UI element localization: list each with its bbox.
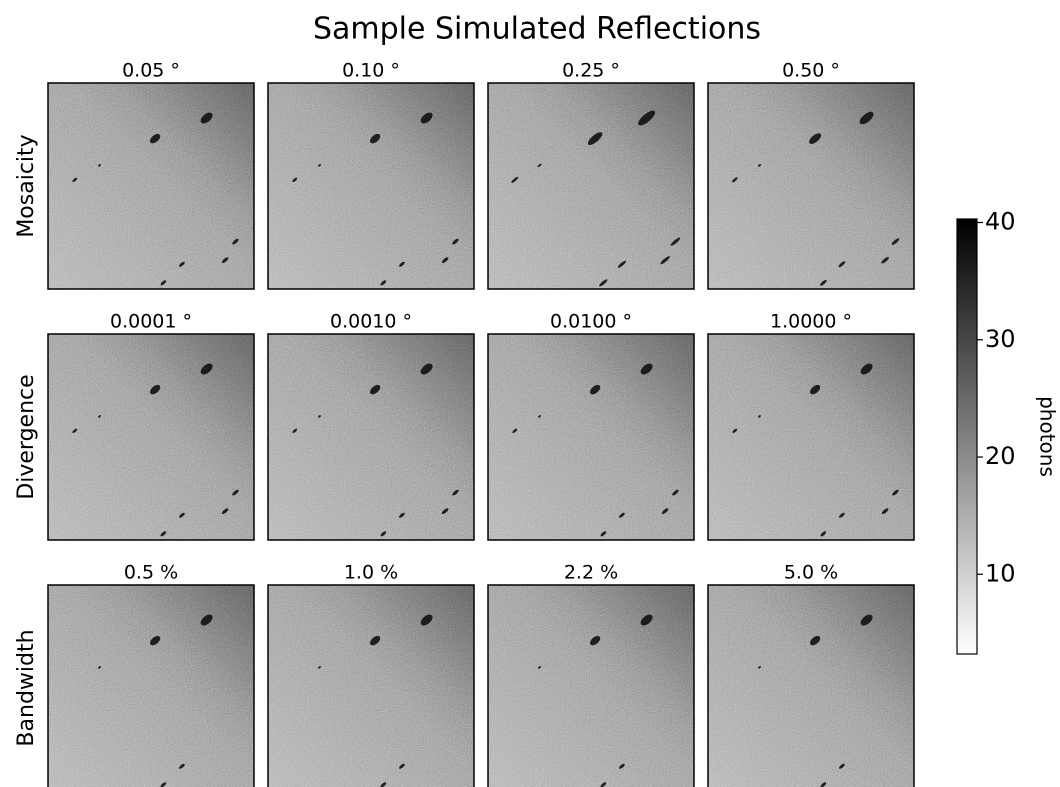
panel-title: 0.50 ° (782, 60, 840, 82)
panel-image (708, 334, 914, 540)
image-noise (268, 334, 474, 540)
image-noise (488, 585, 694, 787)
panel-image (268, 334, 474, 540)
panel-image (268, 83, 474, 289)
image-noise (268, 585, 474, 787)
panel-title: 1.0 % (344, 562, 398, 584)
image-noise (268, 83, 474, 289)
panel-title: 5.0 % (784, 562, 838, 584)
panel-title: 0.5 % (124, 562, 178, 584)
row-label: Mosaicity (14, 134, 39, 237)
image-noise (708, 334, 914, 540)
panel-image (48, 585, 254, 787)
colorbar-label: photons (1036, 396, 1060, 477)
panel-title: 0.0001 ° (110, 311, 192, 333)
panel-image (708, 83, 914, 289)
panel-image (488, 83, 694, 289)
panel-image (488, 585, 694, 787)
image-noise (488, 83, 694, 289)
panel-title: 0.0010 ° (330, 311, 412, 333)
image-noise (48, 334, 254, 540)
image-noise (488, 334, 694, 540)
panel-image (708, 585, 914, 787)
panel-title: 1.0000 ° (770, 311, 852, 333)
image-noise (708, 83, 914, 289)
panel-title: 0.10 ° (342, 60, 400, 82)
image-noise (48, 83, 254, 289)
row-label: Divergence (14, 374, 39, 499)
panel-image (488, 334, 694, 540)
colorbar (957, 219, 977, 654)
image-noise (708, 585, 914, 787)
panel-title: 0.05 ° (122, 60, 180, 82)
image-noise (48, 585, 254, 787)
panel-title: 0.0100 ° (550, 311, 632, 333)
figure: Sample Simulated Reflections Mosaicity 0.… (0, 0, 1060, 787)
panel-title: 2.2 % (564, 562, 618, 584)
colorbar-tick-label: 30 (985, 325, 1016, 353)
colorbar-tick-label: 20 (985, 442, 1016, 470)
panel-image (48, 83, 254, 289)
panel-image (48, 334, 254, 540)
colorbar-tick-label: 10 (985, 559, 1016, 587)
colorbar-tick-label: 40 (985, 208, 1016, 236)
row-label: Bandwidth (14, 629, 39, 746)
panel-image (268, 585, 474, 787)
panel-title: 0.25 ° (562, 60, 620, 82)
figure-title: Sample Simulated Reflections (313, 12, 761, 47)
